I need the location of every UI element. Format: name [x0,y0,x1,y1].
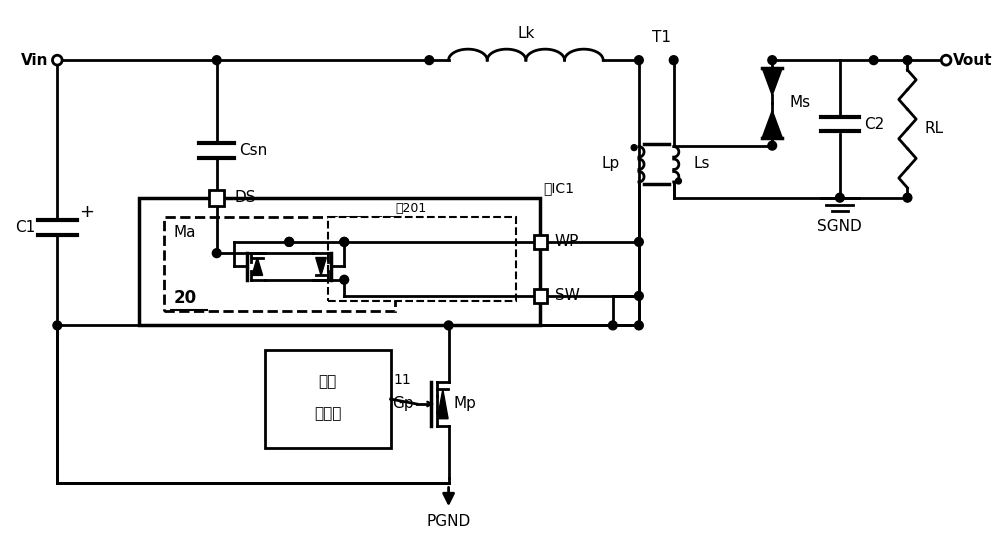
Bar [164,217,395,311]
Text: 11: 11 [394,373,411,387]
Circle shape [212,56,221,64]
Bar [265,350,391,448]
Circle shape [53,321,62,330]
Circle shape [941,55,951,65]
Circle shape [903,193,912,202]
Text: Lk: Lk [517,26,535,40]
Circle shape [676,178,681,184]
Text: +: + [80,204,95,221]
Text: DS: DS [234,190,256,205]
Circle shape [768,141,777,150]
Circle shape [635,237,643,246]
Bar [328,217,516,301]
Circle shape [669,56,678,64]
Text: SW: SW [555,288,580,303]
Text: C2: C2 [864,117,884,132]
Text: Ms: Ms [790,96,811,111]
Circle shape [631,144,637,150]
Polygon shape [316,258,326,275]
Text: T1: T1 [652,31,671,46]
Text: ⲠIC1: ⲠIC1 [543,181,574,195]
Text: Vout: Vout [953,53,992,68]
Circle shape [285,237,294,246]
Circle shape [768,56,777,64]
Circle shape [212,249,221,258]
Circle shape [425,56,434,64]
Bar [534,289,547,303]
Bar [534,235,547,249]
Text: Ma: Ma [173,225,196,240]
Circle shape [836,193,844,202]
Text: Ⲡ201: Ⲡ201 [395,202,427,215]
Circle shape [340,237,349,246]
Bar [209,190,224,206]
Text: Ls: Ls [693,156,710,171]
Circle shape [285,237,294,246]
Circle shape [635,292,643,300]
Text: Lp: Lp [601,156,620,171]
Text: Mp: Mp [453,396,476,411]
Text: PGND: PGND [426,514,471,529]
Circle shape [444,321,453,330]
Circle shape [869,56,878,64]
Circle shape [608,321,617,330]
Polygon shape [762,111,782,138]
Circle shape [340,237,349,246]
Polygon shape [762,68,782,95]
Circle shape [635,56,643,64]
Bar [139,198,540,325]
Circle shape [635,321,643,330]
Circle shape [340,275,349,284]
Polygon shape [252,258,263,275]
Polygon shape [437,389,448,419]
Circle shape [903,56,912,64]
Circle shape [52,55,62,65]
Text: Vin: Vin [21,53,49,68]
Text: Csn: Csn [239,143,267,158]
Text: Gp: Gp [392,396,414,411]
Text: C1: C1 [15,220,35,235]
Text: 控制器: 控制器 [314,407,342,422]
Text: SGND: SGND [817,219,862,234]
Text: WP: WP [555,234,579,249]
Text: RL: RL [925,121,944,136]
Text: 20: 20 [173,289,196,307]
Text: 原边: 原边 [319,374,337,389]
